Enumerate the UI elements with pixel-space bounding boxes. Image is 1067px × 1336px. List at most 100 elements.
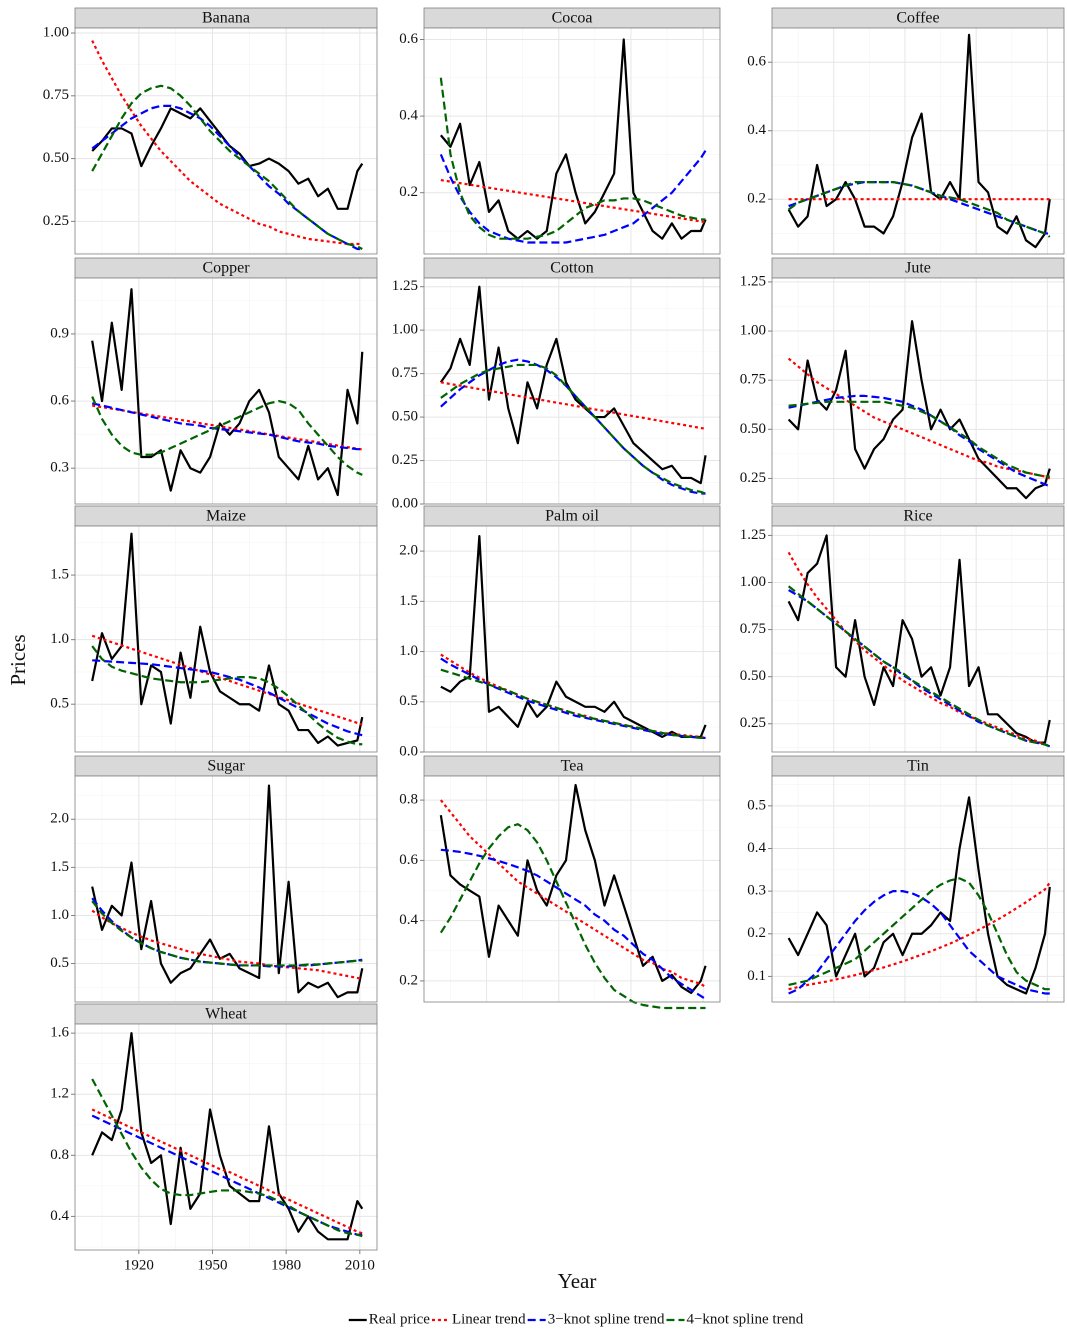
plot-area bbox=[75, 1024, 377, 1250]
y-tick-label: 1.6 bbox=[50, 1025, 69, 1041]
panel-title: Rice bbox=[903, 508, 932, 525]
panel-title: Sugar bbox=[207, 758, 245, 775]
y-tick-label: 0.2 bbox=[399, 972, 418, 988]
y-tick-label: 0.75 bbox=[392, 365, 418, 381]
panel-title: Wheat bbox=[205, 1006, 247, 1023]
y-tick-label: 0.5 bbox=[50, 696, 69, 712]
series-line bbox=[787, 357, 1051, 480]
plot-border bbox=[423, 775, 721, 1003]
x-tick-label: 1920 bbox=[124, 1257, 154, 1273]
series-line bbox=[787, 33, 1051, 249]
series-line bbox=[440, 534, 707, 739]
panel-title: Copper bbox=[202, 260, 250, 277]
series-line bbox=[787, 796, 1051, 995]
panel-title: Tea bbox=[561, 758, 584, 775]
series-line bbox=[440, 358, 706, 495]
y-tick-label: 0.5 bbox=[50, 955, 69, 971]
y-tick-label: 0.25 bbox=[740, 470, 766, 486]
y-tick-label: 1.00 bbox=[392, 322, 418, 338]
panel-title: Tin bbox=[907, 758, 929, 775]
y-tick-label: 1.2 bbox=[50, 1086, 69, 1102]
y-tick-label: 0.8 bbox=[50, 1147, 69, 1163]
y-tick-label: 0.75 bbox=[740, 621, 766, 637]
series-line bbox=[91, 900, 363, 967]
panel-title: Coffee bbox=[896, 10, 939, 27]
series-line bbox=[91, 532, 364, 747]
y-tick-label: 0.6 bbox=[747, 54, 766, 70]
y-tick-label: 2.0 bbox=[50, 811, 69, 827]
y-tick-label: 0.6 bbox=[399, 31, 418, 47]
y-tick-label: 2.0 bbox=[399, 543, 418, 559]
y-tick-label: 0.25 bbox=[392, 452, 418, 468]
plot-area bbox=[772, 278, 1064, 504]
series-line bbox=[92, 659, 363, 737]
panel-title: Jute bbox=[905, 260, 931, 277]
series-line bbox=[440, 38, 707, 240]
plot-border bbox=[771, 525, 1065, 753]
y-tick-label: 0.5 bbox=[747, 797, 766, 813]
panel-title: Palm oil bbox=[545, 508, 599, 525]
series-line bbox=[439, 823, 706, 1010]
plot-area bbox=[424, 28, 720, 254]
plot-border bbox=[74, 525, 378, 753]
legend-label: 4−knot spline trend bbox=[686, 1311, 803, 1327]
series-line bbox=[787, 551, 1051, 748]
y-tick-label: 1.5 bbox=[399, 593, 418, 609]
plot-area bbox=[75, 278, 377, 504]
y-tick-label: 1.5 bbox=[50, 859, 69, 875]
series-line bbox=[91, 288, 364, 497]
series-line bbox=[787, 534, 1051, 744]
y-tick-label: 0.6 bbox=[50, 393, 69, 409]
y-tick-label: 0.4 bbox=[50, 1208, 69, 1224]
series-line bbox=[788, 394, 1051, 488]
y-tick-label: 1.00 bbox=[740, 322, 766, 338]
series-line bbox=[787, 180, 1051, 238]
y-tick-label: 0.00 bbox=[392, 495, 418, 511]
y-tick-label: 0.1 bbox=[747, 968, 766, 984]
series-line bbox=[91, 107, 364, 210]
series-line bbox=[91, 1032, 364, 1241]
y-tick-label: 0.50 bbox=[43, 150, 69, 166]
y-tick-label: 0.50 bbox=[740, 668, 766, 684]
y-tick-label: 0.0 bbox=[399, 743, 418, 759]
series-line bbox=[788, 890, 1050, 995]
y-tick-label: 0.75 bbox=[740, 372, 766, 388]
series-line bbox=[440, 381, 706, 430]
panel-title: Banana bbox=[202, 10, 250, 27]
series-line bbox=[788, 400, 1050, 478]
series-line bbox=[91, 84, 363, 250]
series-line bbox=[439, 149, 707, 244]
y-tick-label: 0.6 bbox=[399, 852, 418, 868]
y-tick-label: 0.4 bbox=[399, 912, 418, 928]
series-line bbox=[787, 585, 1051, 748]
plot-border bbox=[423, 277, 721, 505]
y-tick-label: 0.2 bbox=[399, 184, 418, 200]
plot-area bbox=[75, 526, 377, 752]
series-line bbox=[91, 634, 363, 726]
legend-label: Real price bbox=[369, 1311, 431, 1327]
y-tick-label: 1.00 bbox=[43, 24, 69, 40]
plot-area bbox=[75, 776, 377, 1002]
plot-border bbox=[74, 775, 378, 1003]
series-line bbox=[439, 783, 707, 995]
y-tick-label: 1.0 bbox=[399, 643, 418, 659]
plot-area bbox=[772, 776, 1064, 1002]
plot-border bbox=[771, 277, 1065, 505]
y-tick-label: 1.25 bbox=[740, 527, 766, 543]
y-tick-label: 0.2 bbox=[747, 191, 766, 207]
panel-title: Cotton bbox=[550, 260, 594, 277]
legend-label: Linear trend bbox=[452, 1311, 526, 1327]
series-line bbox=[91, 402, 363, 451]
series-line bbox=[91, 1114, 363, 1236]
plot-border bbox=[74, 277, 378, 505]
x-tick-label: 1980 bbox=[271, 1257, 301, 1273]
series-line bbox=[91, 1108, 363, 1235]
series-line bbox=[440, 848, 707, 1000]
panel-title: Cocoa bbox=[552, 10, 593, 27]
panel-title: Maize bbox=[206, 508, 246, 525]
y-tick-label: 0.25 bbox=[740, 715, 766, 731]
plot-area bbox=[772, 526, 1064, 752]
y-tick-label: 0.4 bbox=[747, 840, 766, 856]
y-tick-label: 0.2 bbox=[747, 925, 766, 941]
